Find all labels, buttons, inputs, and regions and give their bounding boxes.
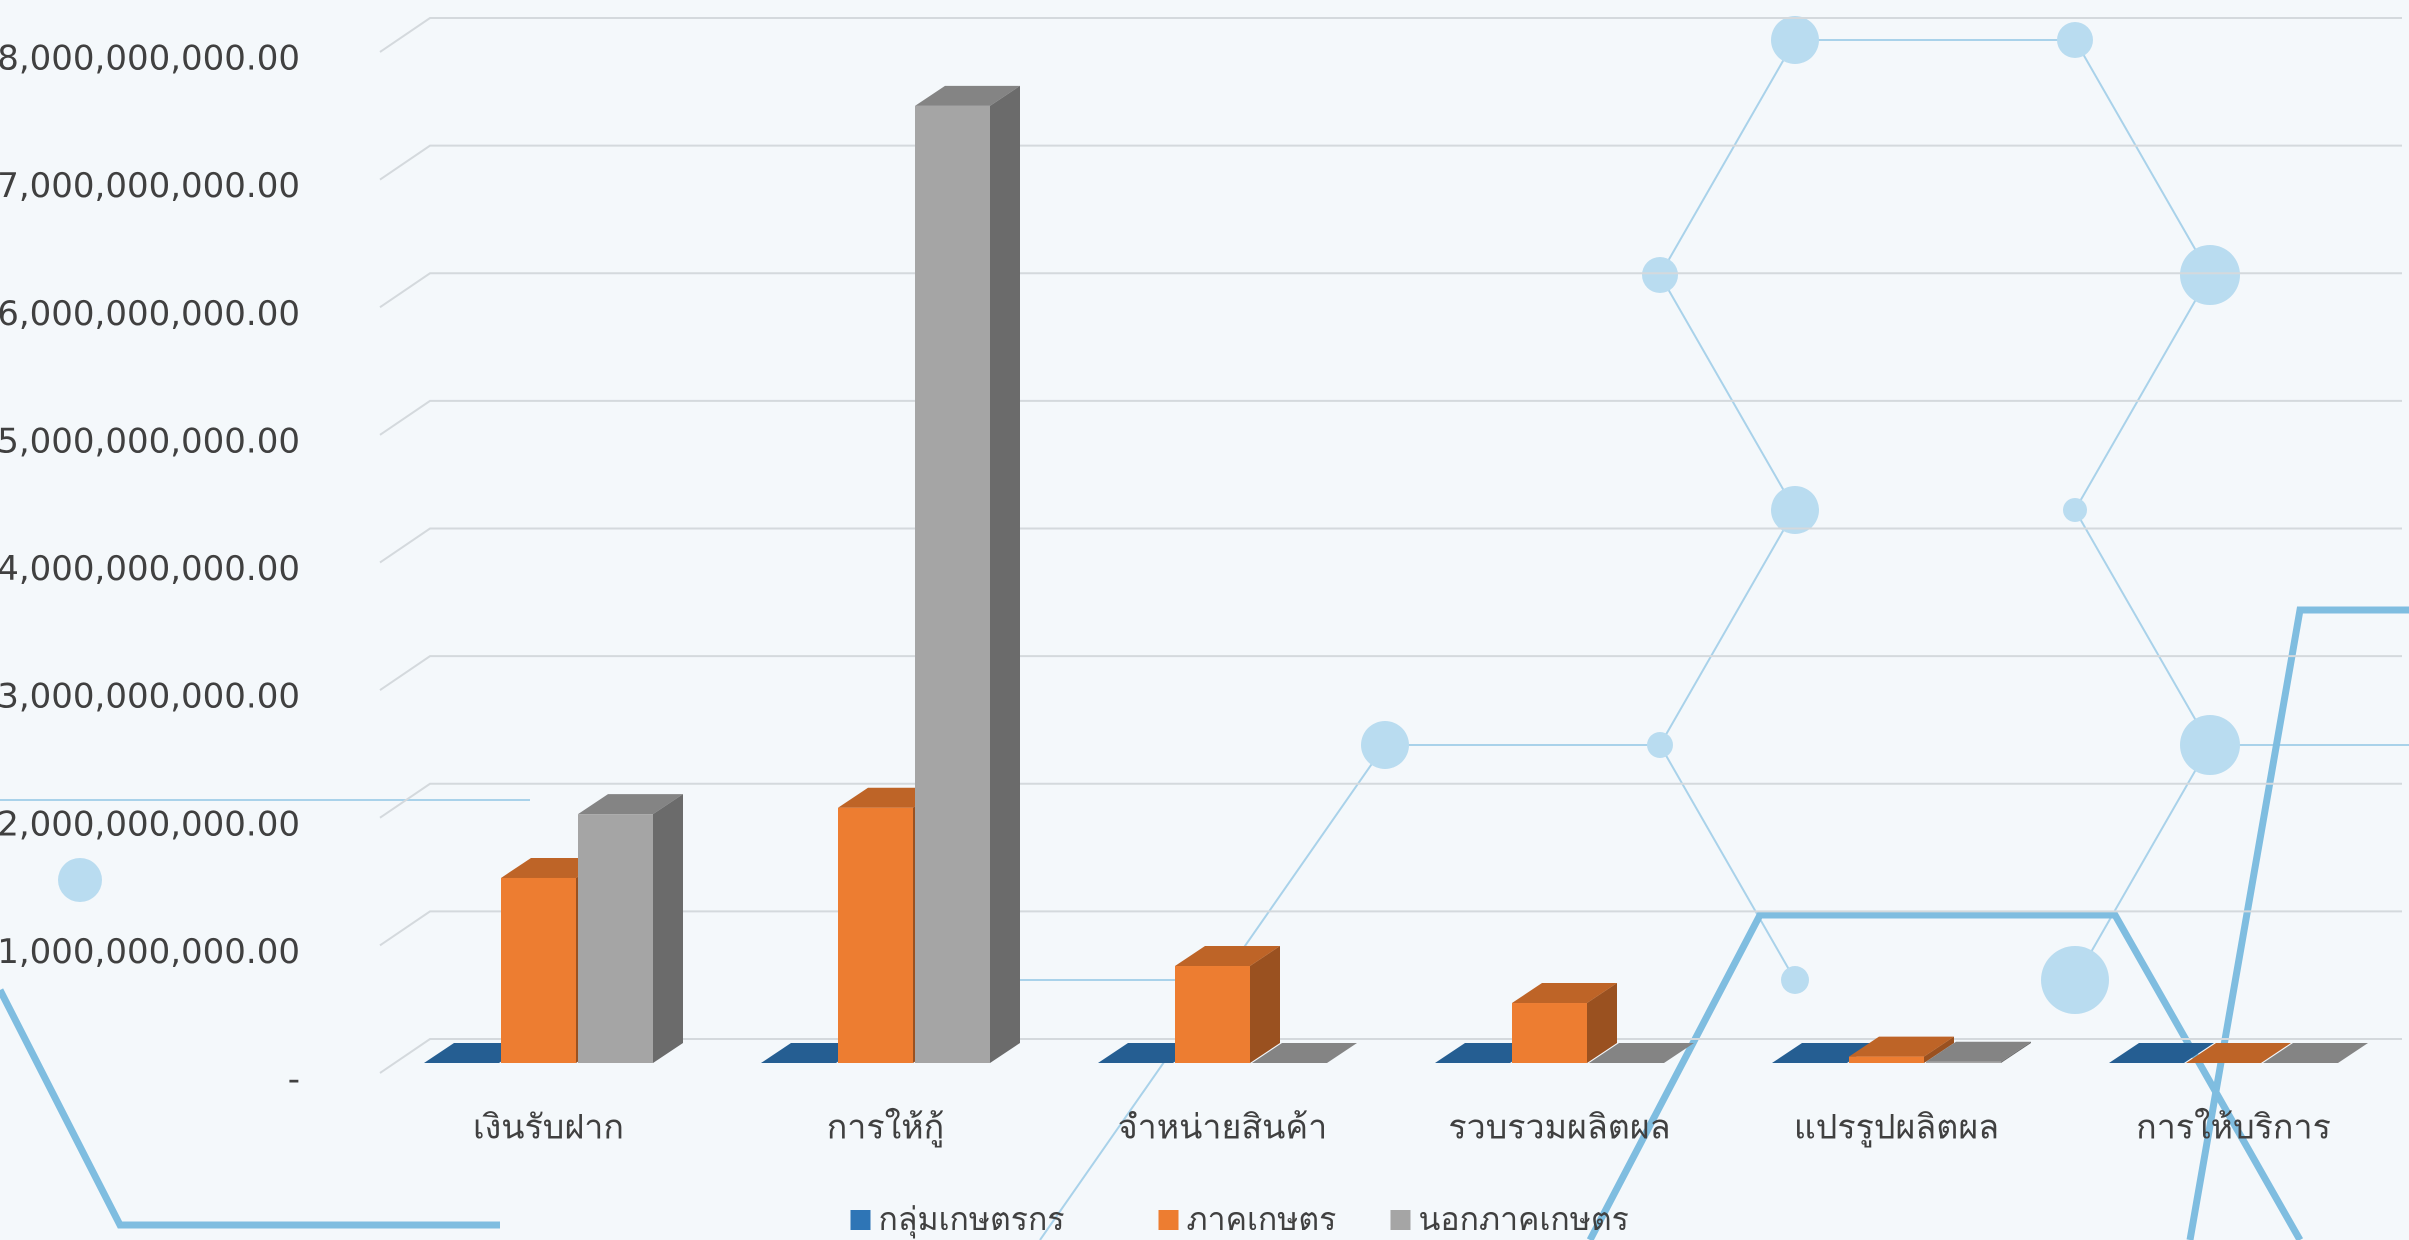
- bar: [501, 877, 576, 1063]
- legend-swatch: [850, 1210, 871, 1230]
- grid-line: [379, 782, 2402, 819]
- bar-top: [1926, 1041, 2031, 1062]
- x-tick-label: เงินรับฝาก: [473, 1108, 624, 1148]
- bar-top: [1175, 946, 1280, 967]
- bar-top: [915, 85, 1020, 106]
- grid-line: [379, 1038, 2402, 1074]
- bar-side: [2001, 1041, 2031, 1063]
- grid-line: [379, 17, 2402, 53]
- bar-side: [1924, 1036, 1954, 1063]
- bar-top: [2186, 1043, 2291, 1063]
- y-tick-label: 6,000,000,000.00: [0, 294, 300, 334]
- y-tick-label: 5,000,000,000.00: [0, 421, 300, 461]
- legend-label: นอกภาคเกษตร: [1419, 1200, 1629, 1238]
- x-tick-label: แปรรูปผลิตผล: [1794, 1108, 1999, 1148]
- y-tick-label: 1,000,000,000.00: [0, 932, 300, 972]
- bar-top: [1589, 1043, 1694, 1063]
- bar-top: [1512, 983, 1617, 1004]
- bar-top: [1252, 1043, 1357, 1063]
- y-tick-label: 7,000,000,000.00: [0, 166, 300, 206]
- legend-swatch: [1390, 1210, 1411, 1230]
- bar: [1849, 1056, 1924, 1063]
- bar: [838, 807, 913, 1063]
- bar-side: [990, 85, 1020, 1063]
- bar: [915, 105, 990, 1063]
- bar: [1926, 1061, 2001, 1063]
- bar: [578, 814, 653, 1063]
- grid-line: [379, 272, 2402, 309]
- grid-line: [379, 527, 2402, 564]
- bar-side: [1587, 983, 1617, 1063]
- x-tick-label: การให้กู้: [827, 1108, 945, 1148]
- legend-label: ภาคเกษตร: [1187, 1200, 1337, 1238]
- legend-label: กลุ่มเกษตรกร: [879, 1200, 1065, 1239]
- bar-top: [2109, 1043, 2214, 1063]
- bar: [1175, 966, 1250, 1063]
- y-tick-label: 8,000,000,000.00: [0, 39, 300, 79]
- bar-top: [1849, 1036, 1954, 1057]
- y-tick-label: 4,000,000,000.00: [0, 549, 300, 589]
- bar: [1512, 1003, 1587, 1063]
- bar-top: [2263, 1043, 2368, 1063]
- grid-line: [379, 399, 2402, 436]
- grid-line: [379, 655, 2402, 691]
- x-tick-label: รวบรวมผลิตผล: [1448, 1108, 1670, 1148]
- grid-line: [379, 910, 2402, 947]
- x-tick-label: การให้บริการ: [2136, 1108, 2331, 1148]
- bar-side: [1250, 946, 1280, 1063]
- x-tick-label: จำหน่ายสินค้า: [1118, 1108, 1328, 1148]
- bar-side: [653, 794, 683, 1063]
- bar-top: [578, 794, 683, 815]
- y-tick-label: -: [288, 1060, 300, 1100]
- legend-swatch: [1158, 1210, 1179, 1230]
- y-tick-label: 2,000,000,000.00: [0, 804, 300, 844]
- y-tick-label: 3,000,000,000.00: [0, 677, 300, 717]
- grid-line: [379, 144, 2402, 181]
